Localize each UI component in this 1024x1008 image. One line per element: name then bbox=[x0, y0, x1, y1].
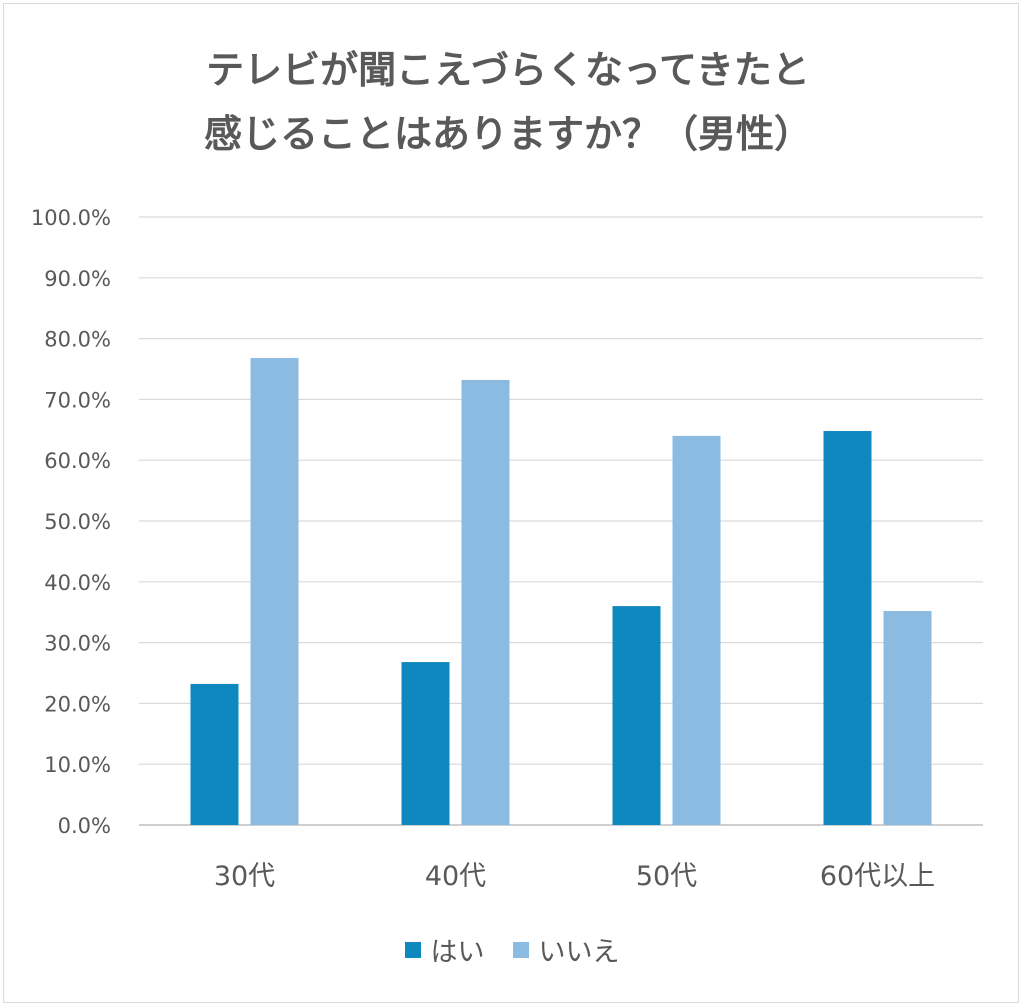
y-tick-label: 70.0% bbox=[44, 388, 111, 412]
y-tick-label: 50.0% bbox=[44, 510, 111, 534]
y-tick-label: 60.0% bbox=[44, 449, 111, 473]
y-tick-label: 80.0% bbox=[44, 328, 111, 352]
x-tick-label: 50代 bbox=[636, 861, 697, 892]
y-tick-label: 20.0% bbox=[44, 692, 111, 716]
chart-title-line-2: 感じることはありますか？（男性） bbox=[203, 112, 812, 156]
bar-yes bbox=[190, 683, 239, 825]
x-tick-label: 60代以上 bbox=[820, 861, 935, 892]
chart-title-line-1: テレビが聞こえづらくなってきたと bbox=[206, 48, 810, 92]
y-tick-label: 40.0% bbox=[44, 571, 111, 595]
y-tick-label: 30.0% bbox=[44, 632, 111, 656]
legend-label-no: いいえ bbox=[538, 937, 620, 968]
legend-swatch-yes bbox=[404, 941, 421, 958]
bar-yes bbox=[612, 606, 661, 825]
y-tick-label: 90.0% bbox=[44, 267, 111, 291]
bar-no bbox=[461, 379, 510, 825]
bar-no bbox=[250, 358, 299, 825]
y-tick-label: 100.0% bbox=[31, 206, 111, 230]
bar-yes bbox=[401, 662, 450, 825]
legend-item-yes: はい bbox=[404, 930, 485, 969]
legend: はい いいえ bbox=[0, 930, 1024, 969]
y-tick-label: 10.0% bbox=[44, 753, 111, 777]
legend-label-yes: はい bbox=[430, 937, 485, 968]
x-tick-label: 30代 bbox=[214, 861, 275, 892]
bar-no bbox=[883, 610, 932, 825]
chart-title: テレビが聞こえづらくなってきたと 感じることはありますか？（男性） bbox=[0, 38, 1016, 166]
bar-no bbox=[672, 435, 721, 825]
x-tick-label: 40代 bbox=[425, 861, 486, 892]
y-tick-label: 0.0% bbox=[58, 814, 111, 838]
legend-item-no: いいえ bbox=[512, 930, 620, 969]
bar-yes bbox=[823, 431, 872, 825]
legend-swatch-no bbox=[512, 941, 529, 958]
